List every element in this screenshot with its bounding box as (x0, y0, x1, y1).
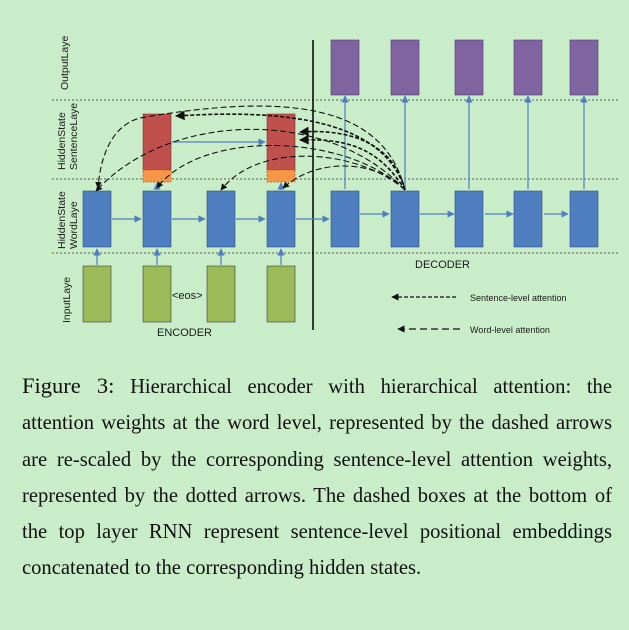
hierarchical-attention-diagram: OutputLaye HiddenState SentenceLaye Hidd… (52, 36, 620, 339)
sentence-node-1 (142, 113, 172, 171)
eos-label: <eos> (172, 290, 203, 302)
encoder-label: ENCODER (157, 327, 212, 339)
word-layer-nodes (82, 190, 599, 248)
positional-box-2 (266, 169, 296, 183)
output-node-3 (454, 39, 484, 96)
positional-box-1 (142, 169, 172, 183)
sentence-layer-nodes (142, 113, 296, 183)
word-attention-arc-1 (95, 128, 406, 192)
caption-text: Hierarchical encoder with hierarchical a… (22, 376, 612, 580)
sentence-layer-label-2: SentenceLaye (68, 103, 80, 170)
legend: Sentence-level attention Word-level atte… (391, 293, 567, 335)
sentence-attention-arc-3 (299, 134, 406, 191)
word-node-1 (82, 190, 112, 248)
word-node-3 (206, 190, 236, 248)
decoder-word-node-1 (330, 190, 360, 248)
word-node-2 (142, 190, 172, 248)
attention-arcs (95, 105, 406, 192)
output-node-2 (390, 39, 420, 96)
decoder-word-node-4 (513, 190, 543, 248)
sentence-node-2 (266, 113, 296, 171)
input-node-3 (206, 265, 236, 323)
output-nodes (330, 39, 599, 96)
input-node-4 (266, 265, 296, 323)
word-node-4 (266, 190, 296, 248)
word-attention-arc-2 (156, 144, 406, 191)
decoder-word-node-3 (454, 190, 484, 248)
decoder-word-node-2 (390, 190, 420, 248)
caption-prefix: Figure 3: (22, 373, 115, 398)
sentence-layer-label-1: HiddenState (56, 112, 68, 170)
input-node-1 (82, 265, 112, 323)
word-attention-arc-5 (95, 105, 406, 191)
output-node-5 (569, 39, 599, 96)
output-layer-label: OutputLaye (59, 36, 71, 90)
input-layer-label: InputLaye (61, 277, 73, 323)
sentence-attention-arc-1 (175, 110, 406, 191)
figure-caption: Figure 3: Hierarchical encoder with hier… (22, 368, 612, 587)
decoder-label: DECODER (415, 259, 470, 271)
input-node-2 (142, 265, 172, 323)
word-attention-arc-3 (220, 155, 406, 191)
decoder-word-node-5 (569, 190, 599, 248)
word-layer-label-2: WordLaye (68, 201, 80, 249)
word-layer-label-1: HiddenState (56, 191, 68, 249)
output-node-1 (330, 39, 360, 96)
output-node-4 (513, 39, 543, 96)
word-attention-arc-4 (282, 165, 406, 191)
input-nodes (82, 265, 296, 323)
connectors (93, 95, 588, 265)
legend-word-text: Word-level attention (470, 325, 550, 335)
legend-sentence-text: Sentence-level attention (470, 293, 567, 303)
layer-labels: OutputLaye HiddenState SentenceLaye Hidd… (56, 36, 80, 323)
